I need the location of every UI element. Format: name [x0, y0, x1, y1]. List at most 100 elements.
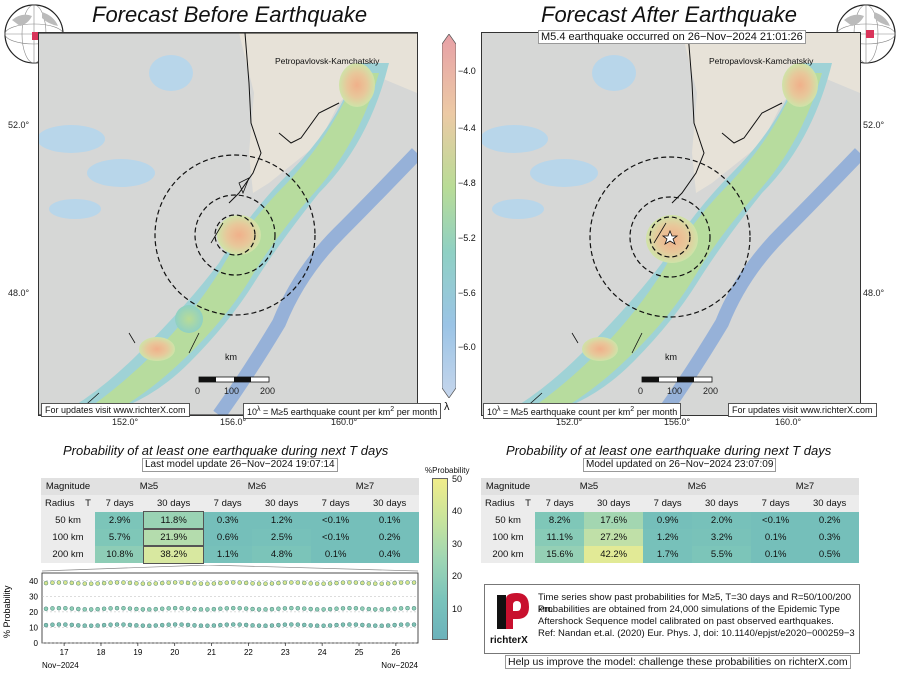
left-scale-unit: km [225, 352, 237, 362]
table-cell: 15.6% [535, 546, 585, 563]
hdr-7d: 7 days [535, 495, 585, 512]
left-scale-0: 0 [195, 386, 201, 396]
prob-colorbar [432, 478, 448, 640]
series-point [192, 581, 197, 586]
series-point [192, 606, 197, 612]
series-point [134, 623, 139, 628]
series-point [88, 607, 94, 612]
series-point [114, 605, 120, 611]
series-point [353, 580, 359, 585]
table-cell: <0.1% [310, 512, 361, 529]
series-point [385, 581, 391, 586]
series-point [301, 606, 307, 611]
series-point [282, 606, 288, 611]
right-city-label: Petropavlovsk-Kamchatskiy [709, 56, 814, 66]
series-point [211, 606, 217, 612]
series-point [237, 606, 242, 611]
zoom-line [207, 565, 419, 572]
series-point [153, 606, 159, 612]
left-lat-52: 52.0° [8, 120, 30, 130]
series-point [114, 580, 120, 585]
table-cell: 3.2% [692, 529, 751, 546]
right-lon-152: 152.0° [556, 417, 583, 427]
series-point [88, 623, 94, 628]
table-cell: 0.2% [800, 512, 859, 529]
hdr-m5: M≥5 [95, 478, 203, 495]
row-radius: 100 km [41, 529, 95, 546]
table-cell: 0.4% [360, 546, 419, 563]
series-point [101, 606, 107, 612]
series-point [108, 580, 113, 585]
timeseries-chart: 0 10 20 30 40 % Probability 17 18 19 20 21 22 23 24 25… [2, 565, 419, 670]
series-point [159, 622, 165, 628]
table-cell: 0.6% [202, 529, 253, 546]
series-point [121, 605, 126, 611]
right-lat-48: 48.0° [863, 288, 885, 298]
colorbar-tick-2: −4.4 [458, 123, 476, 133]
y-tick-label: 40 [29, 577, 38, 586]
table-cell: 8.2% [535, 512, 585, 529]
hdr-m7: M≥7 [750, 478, 859, 495]
series-point [340, 606, 346, 611]
right-lat-52: 52.0° [863, 120, 885, 130]
hdr-m5: M≥5 [535, 478, 643, 495]
series-point [392, 580, 397, 586]
series-point [321, 623, 326, 628]
series-point [82, 581, 87, 586]
table-row: 100 km 5.7% 21.9% 0.6% 2.5% <0.1% 0.2% [41, 528, 419, 547]
help-link[interactable]: Help us improve the model: challenge the… [505, 655, 851, 669]
table-cell: 11.1% [535, 529, 585, 546]
table-row: 50 km 8.2% 17.6% 0.9% 2.0% <0.1% 0.2% [481, 512, 859, 529]
hdr-7d: 7 days [202, 495, 253, 512]
series-point [256, 623, 262, 628]
info-line-4: Ref: Nandan et.al. (2020) Eur. Phys. J, … [538, 628, 855, 639]
left-lon-156: 156.0° [220, 417, 247, 427]
series-point [321, 581, 326, 586]
row-radius: 100 km [481, 529, 535, 546]
series-point [373, 581, 378, 586]
x-tick-label: 25 [355, 648, 364, 657]
left-lat-48: 48.0° [8, 288, 30, 298]
series-point [366, 581, 372, 586]
left-scale-100: 100 [224, 386, 240, 396]
series-point [95, 623, 100, 628]
series-point [230, 580, 236, 585]
right-map-title: Forecast After Earthquake [541, 2, 797, 27]
series-point [243, 606, 249, 611]
series-point [276, 606, 281, 611]
row-radius: 200 km [481, 546, 535, 563]
series-point [269, 606, 275, 612]
series-point [327, 606, 333, 612]
series-point [360, 580, 365, 586]
table-cell: 2.5% [252, 529, 311, 546]
table-row: 200 km 10.8% 38.2% 1.1% 4.8% 0.1% 0.4% [41, 545, 419, 564]
left-lon-160: 160.0° [331, 417, 358, 427]
series-point [276, 622, 281, 628]
series-point [289, 580, 294, 585]
series-point [411, 622, 417, 627]
series-point [76, 606, 81, 612]
series-point [308, 606, 313, 612]
left-forecast-map [38, 32, 418, 416]
x-tick-label: 26 [391, 648, 400, 657]
series-point [289, 605, 294, 611]
x-start-label: Nov−2024 [42, 661, 79, 670]
series-point [43, 606, 49, 612]
series-point [327, 581, 333, 586]
series-point [385, 623, 391, 628]
left-update-line: Last model update 26−Nov−2024 19:07:14 [142, 458, 338, 472]
right-prob-title: Probability of at least one earthquake d… [506, 443, 832, 458]
series-point [198, 581, 204, 586]
series-point [153, 581, 159, 586]
x-tick-label: 23 [281, 648, 290, 657]
table-cell: 27.2% [584, 529, 643, 546]
series-point [334, 580, 339, 586]
table-cell: 10.8% [95, 546, 145, 563]
series-point [185, 606, 191, 611]
series-point [250, 581, 255, 586]
series-point [334, 622, 339, 628]
table-cell: 0.9% [642, 512, 693, 529]
series-point [411, 606, 417, 611]
series-point [95, 581, 100, 586]
series-point [373, 607, 378, 612]
